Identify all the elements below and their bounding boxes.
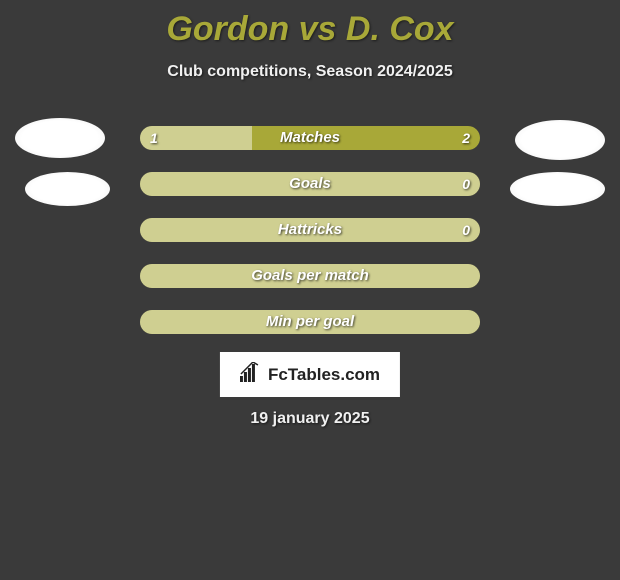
stat-bar-value-right: 0 [452, 172, 480, 196]
stat-bar-label: Matches [140, 126, 480, 150]
stat-bar-row: Goals per match [140, 264, 480, 288]
brand-text: FcTables.com [268, 365, 380, 385]
stat-bar-label: Goals [140, 172, 480, 196]
player-right-avatar-2 [510, 172, 605, 206]
brand-box[interactable]: FcTables.com [220, 352, 400, 397]
stat-bar-row: Matches1 2 [140, 126, 480, 150]
player-left-avatar-1 [15, 118, 105, 158]
brand-chart-icon [240, 362, 262, 387]
page-subtitle: Club competitions, Season 2024/2025 [0, 63, 620, 81]
date-text: 19 january 2025 [0, 410, 620, 428]
stat-bar-value-left: 1 [140, 126, 168, 150]
stat-bar-row: Hattricks0 [140, 218, 480, 242]
player-left-avatar-2 [25, 172, 110, 206]
player-right-avatar-1 [515, 120, 605, 160]
stat-bar-row: Goals0 [140, 172, 480, 196]
stat-bar-label: Goals per match [140, 264, 480, 288]
page-title: Gordon vs D. Cox [0, 0, 620, 49]
stat-bar-label: Min per goal [140, 310, 480, 334]
stat-bar-label: Hattricks [140, 218, 480, 242]
stat-bar-value-right: 0 [452, 218, 480, 242]
stat-bar-value-right: 2 [452, 126, 480, 150]
stat-bars-container: Matches12Goals0Hattricks0Goals per match… [140, 126, 480, 356]
stat-bar-row: Min per goal [140, 310, 480, 334]
